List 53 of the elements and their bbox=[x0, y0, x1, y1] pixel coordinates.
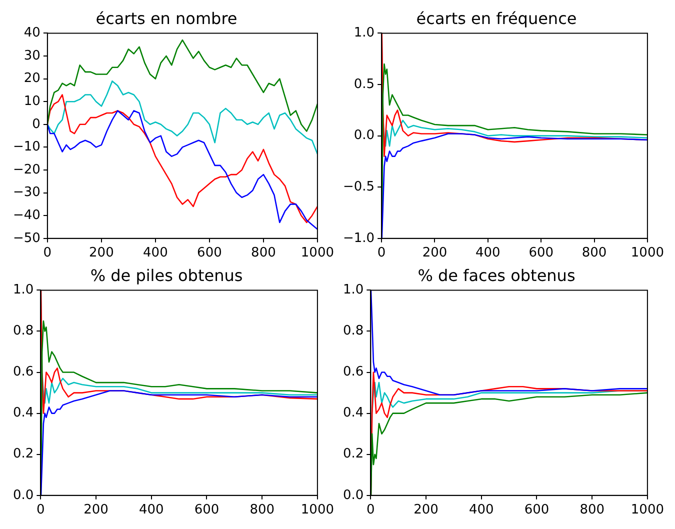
x-tick-label: 800 bbox=[582, 246, 607, 261]
x-tick-label: 1000 bbox=[630, 502, 664, 518]
x-tick-label: 1000 bbox=[300, 246, 334, 261]
y-tick-label: −0.5 bbox=[342, 179, 375, 194]
y-tick-label: 1.0 bbox=[342, 282, 364, 298]
y-tick-label: 0.0 bbox=[354, 128, 375, 144]
x-tick-label: 1000 bbox=[300, 502, 334, 518]
y-tick-label: −1.0 bbox=[342, 230, 375, 246]
y-tick-label: 0.2 bbox=[12, 446, 34, 462]
y-tick-label: 0.6 bbox=[342, 364, 364, 380]
y-tick-label: 0 bbox=[32, 116, 40, 132]
y-tick-label: 0.8 bbox=[342, 324, 364, 339]
x-tick-label: 600 bbox=[524, 502, 550, 518]
x-tick-label: 800 bbox=[580, 502, 605, 518]
chart-title: % de piles obtenus bbox=[90, 266, 243, 285]
x-tick-label: 200 bbox=[84, 502, 108, 518]
x-tick-label: 600 bbox=[197, 246, 222, 261]
y-tick-label: −50 bbox=[12, 230, 40, 246]
x-tick-label: 0 bbox=[43, 246, 52, 261]
y-tick-label: 0.0 bbox=[12, 488, 34, 503]
x-tick-label: 200 bbox=[422, 246, 448, 261]
y-tick-label: −40 bbox=[12, 208, 40, 223]
y-tick-label: 20 bbox=[24, 71, 40, 86]
y-tick-label: 1.0 bbox=[354, 26, 375, 41]
x-tick-label: 400 bbox=[468, 502, 494, 518]
chart-title: % de faces obtenus bbox=[418, 266, 576, 285]
y-tick-label: 0.4 bbox=[12, 406, 34, 421]
chart-title: écarts en nombre bbox=[96, 8, 238, 28]
x-tick-label: 200 bbox=[89, 246, 114, 261]
y-tick-label: 0.0 bbox=[342, 488, 364, 503]
y-tick-label: 0.4 bbox=[342, 406, 364, 421]
y-tick-label: −20 bbox=[12, 162, 40, 178]
y-tick-label: 1.0 bbox=[12, 282, 34, 298]
x-tick-label: 400 bbox=[143, 246, 168, 261]
x-tick-label: 200 bbox=[414, 502, 438, 518]
x-tick-label: 800 bbox=[251, 246, 276, 261]
y-tick-label: 0.5 bbox=[354, 76, 375, 92]
x-tick-label: 400 bbox=[476, 246, 500, 261]
x-tick-label: 400 bbox=[138, 502, 164, 518]
y-tick-label: 0.6 bbox=[12, 364, 34, 380]
chart-title: écarts en fréquence bbox=[416, 8, 577, 28]
y-tick-label: 0.8 bbox=[12, 324, 34, 339]
x-tick-label: 1000 bbox=[630, 246, 664, 261]
y-tick-label: −30 bbox=[12, 185, 40, 200]
y-tick-label: 0.2 bbox=[342, 446, 364, 462]
x-tick-label: 0 bbox=[377, 246, 386, 261]
y-tick-label: −10 bbox=[12, 140, 40, 155]
y-tick-label: 10 bbox=[24, 94, 40, 109]
y-tick-label: 40 bbox=[24, 26, 40, 41]
x-tick-label: 600 bbox=[194, 502, 220, 518]
x-tick-label: 800 bbox=[250, 502, 275, 518]
x-tick-label: 600 bbox=[528, 246, 554, 261]
y-tick-label: 30 bbox=[24, 48, 40, 64]
